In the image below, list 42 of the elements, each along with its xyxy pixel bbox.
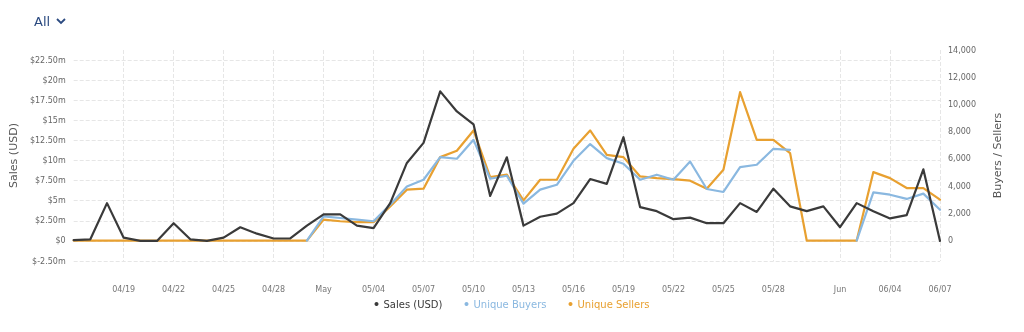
- x-tick-label: 04/22: [162, 284, 186, 294]
- x-tick-label: 04/19: [112, 284, 136, 294]
- text: All: [34, 14, 51, 29]
- y-tick-label: $22.50m: [29, 55, 66, 65]
- x-tick-label: 06/07: [928, 284, 952, 294]
- text: Sales (USD): [383, 298, 443, 310]
- x-tick-label: Jun: [832, 284, 847, 294]
- y-tick-label: $15m: [42, 115, 66, 125]
- x-tick-label: 05/07: [412, 284, 436, 294]
- text: Unique Sellers: [577, 298, 650, 310]
- x-tick-label: 05/13: [511, 284, 536, 294]
- y2-tick-label: 8,000: [948, 127, 971, 137]
- y2-tick-label: 4,000: [948, 181, 971, 191]
- x-tick-label: 05/25: [711, 284, 735, 294]
- x-tick-label: 05/28: [761, 284, 785, 294]
- text: Unique Buyers: [473, 298, 547, 310]
- y2-tick-label: 12,000: [948, 72, 976, 82]
- y-tick-label: $2.50m: [34, 216, 66, 226]
- y-tick-label: $-2.50m: [32, 256, 66, 266]
- x-tick-label: 05/16: [561, 284, 586, 294]
- y2-tick-label: 14,000: [948, 45, 976, 55]
- y-tick-label: $7.50m: [34, 176, 66, 186]
- x-tick-label: 05/19: [611, 284, 635, 294]
- y2-axis-title: Buyers / Sellers: [991, 112, 1004, 199]
- y2-tick-label: 6,000: [948, 154, 971, 164]
- x-tick-label: 05/22: [661, 284, 685, 294]
- y-tick-label: $5m: [47, 196, 66, 206]
- x-tick-label: 05/04: [362, 284, 386, 294]
- y-tick-label: $10m: [42, 156, 66, 166]
- y-tick-label: $12.50m: [29, 135, 66, 145]
- y2-tick-label: 2,000: [948, 208, 971, 218]
- y-tick-label: $20m: [42, 75, 66, 85]
- x-tick-label: 05/10: [461, 284, 486, 294]
- x-tick-label: 04/28: [262, 284, 286, 294]
- y-axis-title: Sales (USD): [7, 123, 20, 188]
- x-tick-label: 04/25: [212, 284, 236, 294]
- x-tick-label: 06/04: [878, 284, 902, 294]
- y2-tick-label: 10,000: [948, 99, 976, 109]
- y2-tick-label: 0: [948, 236, 954, 246]
- y-tick-label: $17.50m: [29, 95, 66, 105]
- x-tick-label: May: [315, 284, 333, 294]
- y-tick-label: $0: [55, 236, 66, 246]
